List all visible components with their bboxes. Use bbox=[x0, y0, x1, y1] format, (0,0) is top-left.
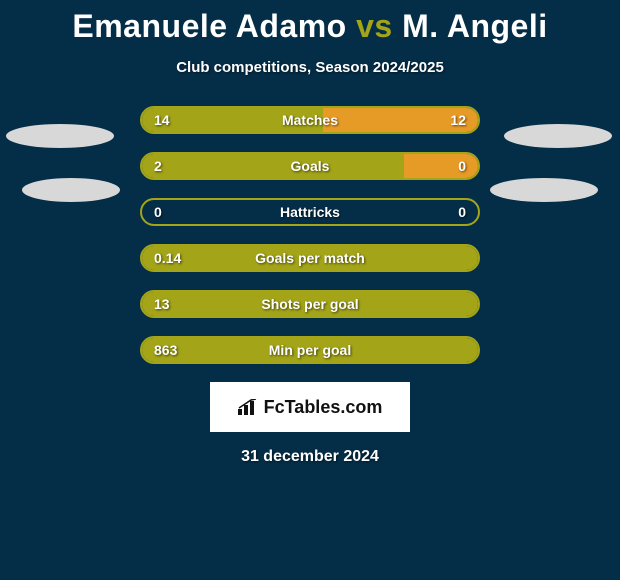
stat-value-left: 14 bbox=[154, 112, 170, 128]
stat-value-left: 2 bbox=[154, 158, 162, 174]
player1-badge-1 bbox=[6, 124, 114, 148]
player2-badge-2 bbox=[490, 178, 598, 202]
stat-label: Hattricks bbox=[280, 204, 340, 220]
stat-label: Matches bbox=[282, 112, 338, 128]
stat-row: Goals 2 0 bbox=[140, 152, 480, 180]
stat-label: Goals per match bbox=[255, 250, 365, 266]
player1-badge-2 bbox=[22, 178, 120, 202]
comparison-title: Emanuele Adamo vs M. Angeli bbox=[0, 0, 620, 45]
date-label: 31 december 2024 bbox=[0, 448, 620, 466]
stat-value-left: 0 bbox=[154, 204, 162, 220]
stat-value-left: 13 bbox=[154, 296, 170, 312]
player2-badge-1 bbox=[504, 124, 612, 148]
stat-value-right: 12 bbox=[450, 112, 466, 128]
stat-value-right: 0 bbox=[458, 204, 466, 220]
player2-name: M. Angeli bbox=[402, 8, 548, 44]
stat-bar-right bbox=[404, 154, 478, 178]
stat-label: Goals bbox=[291, 158, 330, 174]
stat-rows: Matches 14 12 Goals 2 0 Hattricks 0 0 Goals per m… bbox=[140, 106, 480, 364]
stat-label: Min per goal bbox=[269, 342, 351, 358]
player1-name: Emanuele Adamo bbox=[72, 8, 346, 44]
stat-row: Matches 14 12 bbox=[140, 106, 480, 134]
logo-box: FcTables.com bbox=[210, 382, 410, 432]
stat-row: Shots per goal 13 bbox=[140, 290, 480, 318]
stat-row: Min per goal 863 bbox=[140, 336, 480, 364]
logo-bars-icon bbox=[238, 399, 260, 415]
subtitle: Club competitions, Season 2024/2025 bbox=[0, 59, 620, 76]
stat-row: Goals per match 0.14 bbox=[140, 244, 480, 272]
stat-value-right: 0 bbox=[458, 158, 466, 174]
vs-label: vs bbox=[356, 8, 393, 44]
stat-bar-left bbox=[142, 154, 404, 178]
stat-label: Shots per goal bbox=[261, 296, 358, 312]
logo: FcTables.com bbox=[238, 397, 383, 418]
stat-value-left: 0.14 bbox=[154, 250, 181, 266]
stat-value-left: 863 bbox=[154, 342, 177, 358]
stat-row: Hattricks 0 0 bbox=[140, 198, 480, 226]
logo-label: FcTables.com bbox=[264, 397, 383, 418]
